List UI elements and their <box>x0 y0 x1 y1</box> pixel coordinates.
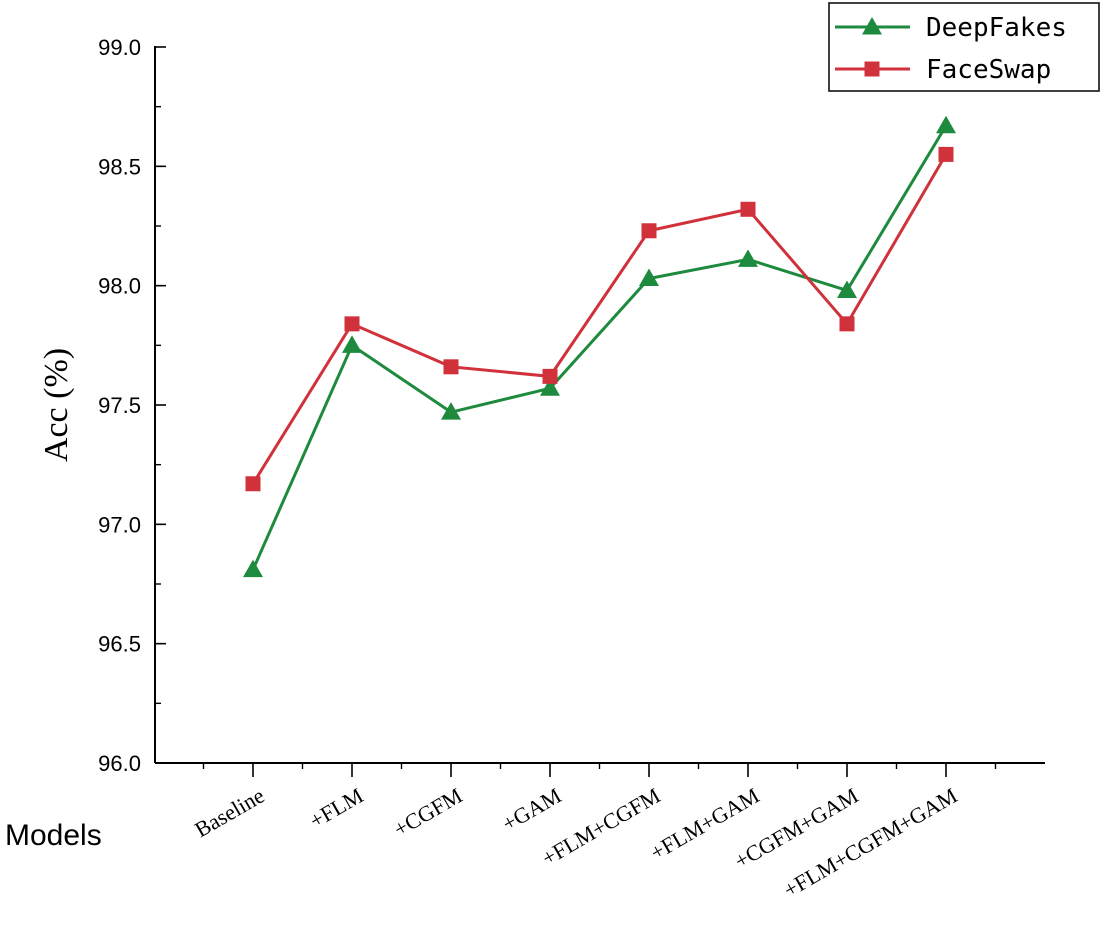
data-point-deepfakes <box>441 402 461 420</box>
data-point-faceswap <box>542 368 558 384</box>
series-faceswap <box>245 146 954 492</box>
legend-marker-faceswap <box>864 61 880 77</box>
y-tick-label: 98.5 <box>98 154 141 179</box>
data-point-deepfakes <box>342 335 362 353</box>
legend-marker-deepfakes <box>862 17 882 35</box>
data-point-deepfakes <box>936 115 956 134</box>
legend: DeepFakes FaceSwap <box>828 2 1100 92</box>
series-line-deepfakes <box>251 124 948 571</box>
x-ticks: Baseline +FLM +CGFM +GAM+FLM+CGFM+FLM+GAM+C… <box>190 763 997 903</box>
data-point-faceswap <box>938 146 954 162</box>
x-tick-label: Baseline <box>190 783 268 843</box>
y-ticks: 96.0 96.5 97.0 97.5 98.0 98.5 99.0 <box>98 35 166 776</box>
x-tick-label: +FLM <box>305 783 367 833</box>
legend-item-faceswap: FaceSwap <box>835 55 1051 85</box>
y-tick-label: 97.5 <box>98 393 141 418</box>
data-point-faceswap <box>344 316 360 332</box>
series-line-faceswap <box>251 153 948 485</box>
legend-label-deepfakes: DeepFakes <box>926 13 1067 43</box>
legend-label-faceswap: FaceSwap <box>926 55 1051 85</box>
data-point-deepfakes <box>639 268 659 287</box>
data-point-deepfakes <box>243 559 263 578</box>
x-tick-label: +CGFM <box>389 783 466 842</box>
data-point-faceswap <box>443 359 459 375</box>
y-tick-label: 99.0 <box>98 35 141 60</box>
y-tick-label: 96.0 <box>98 751 141 776</box>
x-tick-label: +GAM <box>498 783 566 837</box>
data-point-faceswap <box>641 223 657 239</box>
data-point-deepfakes <box>837 280 857 298</box>
x-tick-label: +FLM+CGFM+GAM <box>779 783 961 903</box>
series-layer <box>243 115 956 578</box>
y-axis-label: Acc (%) <box>38 348 75 462</box>
data-point-deepfakes <box>738 249 758 267</box>
y-tick-label: 98.0 <box>98 274 141 299</box>
data-point-faceswap <box>839 316 855 332</box>
axes <box>154 46 1045 764</box>
y-tick-label: 97.0 <box>98 512 141 537</box>
data-point-faceswap <box>740 201 756 217</box>
data-point-deepfakes <box>540 378 560 396</box>
series-deepfakes <box>243 115 956 578</box>
data-point-faceswap <box>245 476 261 492</box>
y-tick-label: 96.5 <box>98 632 141 657</box>
x-axis-label: Models <box>5 819 102 852</box>
legend-item-deepfakes: DeepFakes <box>835 13 1067 43</box>
